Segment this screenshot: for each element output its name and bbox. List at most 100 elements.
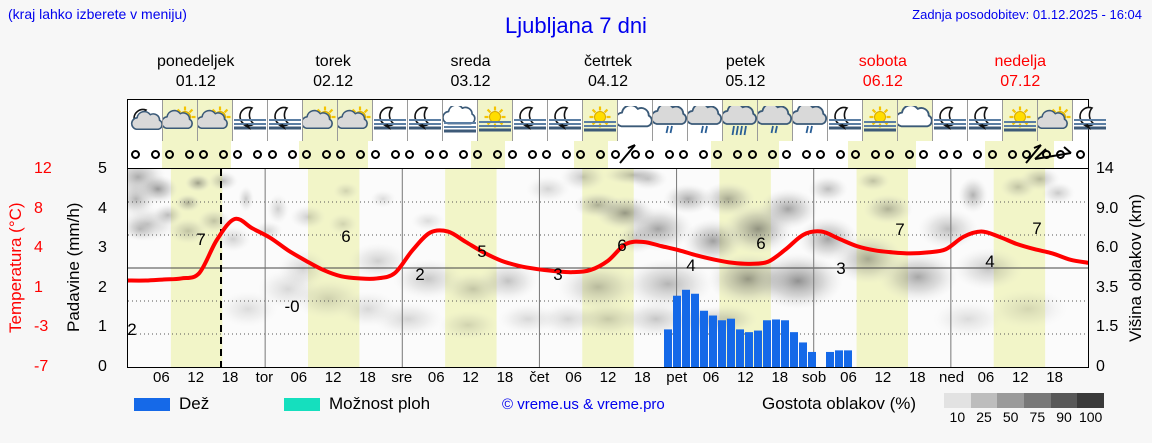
time-tick: tor [255,369,274,386]
time-tick: 18 [359,369,376,386]
calm-wind-icon [184,150,194,159]
calm-wind-icon [596,150,606,159]
time-axis: 06 12 18 tor 06 12 18 sre 06 12 18 čet 06 12 18 pet 06 12… [127,369,1089,389]
time-tick: 12 [324,369,342,386]
calm-wind-icon [767,150,777,159]
day-date: 01.12 [175,73,216,90]
calm-wind-icon [267,150,277,159]
calm-wind-icon [542,150,552,159]
day-header-ponedeljek: ponedeljek 01.12 [127,52,264,94]
time-tick: 18 [634,369,651,386]
day-name: četrtek [583,53,632,70]
weather-icon-moon-fog [548,100,583,141]
day-name: sobota [858,53,907,70]
day-date: 03.12 [450,73,491,90]
day-header-row: ponedeljek 01.12 torek 02.12 sreda 03.12 četrt… [127,52,1089,94]
calm-wind-icon [1021,150,1031,159]
wind-cell [539,141,573,168]
cloud-density-swatch [1050,393,1078,408]
weather-icon-sun-cloud [1038,100,1073,141]
temperature-point-label: -0 [284,297,299,316]
cloud-density-swatch [997,393,1025,408]
time-tick: 06 [427,369,445,386]
day-date: 02.12 [313,73,354,90]
calm-wind-icon [733,150,743,159]
temperature-point-label: 7 [196,230,205,249]
calm-wind-icon [973,150,983,159]
day-header-torek: torek 02.12 [264,52,401,94]
calm-wind-icon [850,150,860,159]
meteogram-plot: 72-0625364637472 [127,168,1089,368]
time-tick: 12 [874,369,892,386]
axis-tick: 3 [98,239,107,257]
calm-wind-icon [713,150,723,159]
wind-cell [505,141,539,168]
temperature-point-label: 6 [341,227,350,246]
cloud-density-tick: 10 [949,409,966,425]
calm-wind-icon [699,150,709,159]
legend-label-rain: Dež [179,394,210,413]
temperature-point-label: 3 [553,265,562,284]
copyright-link[interactable]: © vreme.us & vreme.pro [502,396,665,413]
wind-cell [162,141,197,168]
calm-wind-icon [919,150,929,159]
temperature-axis-title: Temperatura (°C) [6,202,25,333]
time-tick: 06 [290,369,308,386]
calm-wind-icon [562,150,572,159]
time-tick: 06 [702,369,720,386]
time-tick: 18 [496,369,514,386]
wind-cell [677,141,711,168]
cloud-density-swatch [970,393,998,408]
calm-wind-icon [390,150,400,159]
calm-wind-icon [610,150,620,159]
calm-wind-icon [939,150,949,159]
axis-tick: 8 [34,199,43,217]
weather-icon-cloud-rain [758,100,793,141]
calm-wind-icon [507,150,517,159]
calm-wind-icon [287,150,297,159]
day-header-četrtek: četrtek 04.12 [539,52,676,94]
cloud-density-colorbar-ticks: 10 25 50 75 90 100 [944,409,1120,427]
day-name: nedelja [994,53,1047,70]
wind-cell [333,141,368,168]
weather-icon-sun-fog [863,100,898,141]
wind-cell [470,141,506,168]
day-header-petek: petek 05.12 [677,52,814,94]
rain-swatch [134,397,170,411]
axis-tick: -7 [34,358,49,375]
day-date: 04.12 [587,73,628,90]
legend: Dež Možnost ploh © vreme.us & vreme.pro … [0,392,1152,426]
wind-cell [985,141,1020,168]
axis-tick: 4 [34,239,43,257]
calm-wind-icon [904,150,914,159]
day-name: petek [725,53,765,70]
weather-icon-strip [127,99,1106,141]
axis-tick: 14 [1096,160,1114,177]
temperature-axis-ticks: 12 8 4 1 -3 -7 [30,160,70,375]
calm-wind-icon [356,150,366,159]
weather-icon-sun-fog [583,100,618,141]
legend-label-showers: Možnost ploh [329,394,431,413]
weather-icon-sun-cloud [303,100,338,141]
cloud-density-colorbar [944,393,1105,408]
wind-cell [745,141,780,168]
time-tick: 06 [840,369,857,386]
temperature-line [128,216,1088,283]
time-tick: 18 [221,369,239,386]
time-tick: 18 [771,369,789,386]
location-menu-note: (kraj lahko izberete v meniju) [8,6,187,22]
precipitation-axis-ticks: 5 4 3 2 1 0 [92,160,132,375]
weather-icon-moon-fog [513,100,548,141]
time-tick: 12 [599,369,617,386]
time-tick: pet [666,369,688,386]
calm-wind-icon [884,150,894,159]
legend-label-cloud-density: Gostota oblakov (%) [762,394,917,413]
page-title: Ljubljana 7 dni [505,13,647,38]
weather-icon-cloud-rain [793,100,828,141]
calm-wind-icon [664,150,674,159]
calm-wind-icon [1076,150,1086,159]
calm-wind-icon [953,150,963,159]
temperature-point-label: 3 [836,259,845,278]
axis-tick: 1 [34,278,43,296]
weather-icon-moon-fog [373,100,408,141]
